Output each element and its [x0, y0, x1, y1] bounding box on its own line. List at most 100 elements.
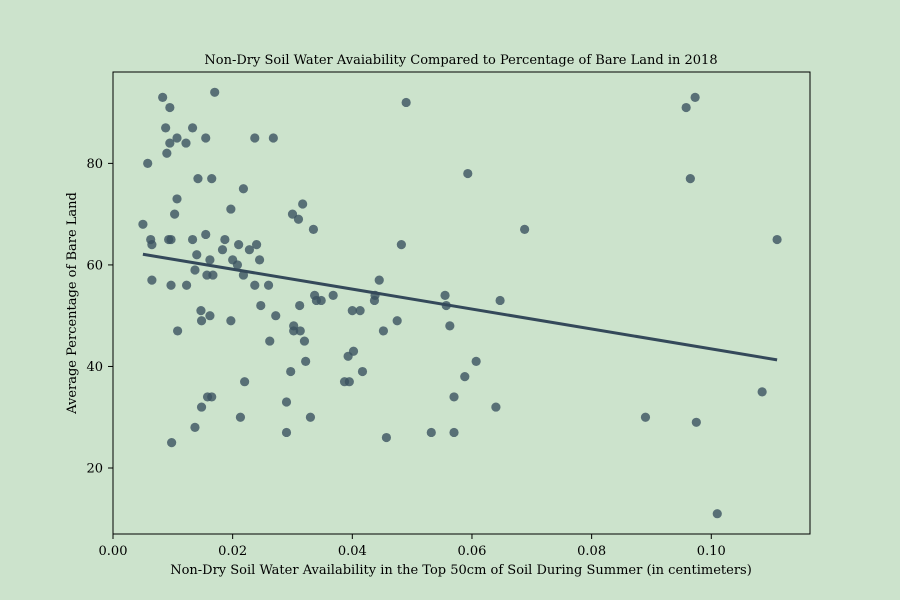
- data-point: [316, 295, 326, 306]
- data-point: [205, 311, 215, 321]
- data-point: [495, 295, 505, 306]
- data-point: [240, 377, 250, 387]
- data-point: [158, 92, 168, 102]
- y-tick-label: 80: [86, 157, 103, 172]
- data-point: [449, 392, 459, 402]
- data-point: [207, 392, 217, 402]
- data-point: [220, 234, 230, 245]
- data-point: [181, 280, 192, 290]
- data-point: [685, 174, 695, 184]
- data-point: [217, 245, 228, 255]
- data-point: [250, 133, 260, 143]
- y-tick-label: 40: [86, 360, 103, 375]
- data-point: [201, 133, 211, 143]
- data-point: [712, 509, 722, 519]
- data-point: [207, 174, 217, 184]
- data-point: [165, 138, 175, 148]
- x-tick-label: 0.08: [577, 544, 606, 559]
- x-tick-label: 0.10: [697, 544, 726, 559]
- data-point: [165, 102, 175, 113]
- data-point: [193, 174, 203, 184]
- axes-frame: [112, 71, 811, 535]
- data-point: [281, 397, 292, 407]
- data-point: [208, 270, 218, 280]
- data-point: [295, 300, 305, 311]
- data-point: [147, 275, 157, 285]
- data-point: [181, 138, 191, 148]
- data-point: [166, 280, 176, 290]
- data-point: [491, 402, 501, 412]
- data-point: [254, 255, 265, 265]
- plot-area: [138, 87, 782, 519]
- data-point: [690, 92, 700, 102]
- data-point: [463, 168, 473, 179]
- y-tick-label: 60: [86, 258, 103, 273]
- data-point: [190, 265, 200, 275]
- data-point: [251, 240, 262, 250]
- data-point: [460, 372, 470, 382]
- data-point: [295, 326, 305, 336]
- data-point: [281, 427, 292, 438]
- data-point: [167, 438, 177, 448]
- x-tick-label: 0.02: [218, 544, 247, 559]
- x-tick-label: 0.06: [457, 544, 486, 559]
- data-point: [355, 306, 365, 316]
- data-point: [691, 417, 701, 427]
- data-point: [147, 240, 157, 250]
- data-point: [205, 255, 215, 265]
- data-point: [232, 260, 243, 270]
- data-point: [381, 432, 392, 443]
- data-point: [378, 326, 389, 336]
- data-point: [210, 87, 220, 97]
- data-point: [244, 245, 255, 255]
- data-point: [256, 300, 266, 311]
- chart-title: Non-Dry Soil Water Avaiability Compared …: [204, 53, 717, 68]
- data-point: [289, 326, 299, 336]
- data-point: [308, 224, 319, 234]
- data-point: [238, 184, 249, 194]
- data-point: [344, 377, 354, 387]
- data-point: [196, 316, 207, 326]
- data-point: [357, 366, 368, 377]
- x-axis-label: Non-Dry Soil Water Availability in the T…: [170, 563, 752, 578]
- data-point: [348, 346, 359, 356]
- data-point: [440, 290, 450, 300]
- data-point: [328, 290, 338, 300]
- data-point: [772, 234, 782, 245]
- data-point: [138, 219, 148, 229]
- data-point: [170, 209, 180, 219]
- data-point: [201, 229, 211, 240]
- x-tick-label: 0.04: [338, 544, 367, 559]
- data-point: [392, 316, 402, 326]
- data-point: [187, 123, 198, 133]
- data-point: [143, 158, 153, 168]
- data-point: [235, 412, 246, 422]
- data-point: [298, 199, 308, 209]
- data-point: [173, 326, 183, 336]
- data-point: [640, 412, 651, 422]
- data-point: [401, 97, 411, 108]
- data-point: [161, 123, 171, 133]
- data-point: [250, 280, 260, 290]
- data-point: [196, 402, 207, 412]
- data-point: [226, 204, 236, 214]
- x-tick-label: 0.00: [99, 544, 128, 559]
- data-point: [187, 234, 198, 245]
- data-point: [166, 234, 176, 245]
- data-point: [263, 280, 274, 290]
- data-point: [226, 316, 236, 326]
- data-point: [196, 306, 206, 316]
- data-point: [268, 133, 278, 143]
- data-point: [287, 209, 298, 219]
- data-point: [347, 306, 357, 316]
- data-point: [286, 366, 296, 377]
- data-point: [681, 102, 691, 113]
- data-point: [172, 133, 182, 143]
- data-point: [445, 321, 455, 331]
- data-point: [271, 311, 281, 321]
- data-point: [172, 194, 182, 204]
- data-point: [293, 214, 304, 224]
- data-point: [374, 275, 384, 285]
- data-point: [757, 387, 767, 397]
